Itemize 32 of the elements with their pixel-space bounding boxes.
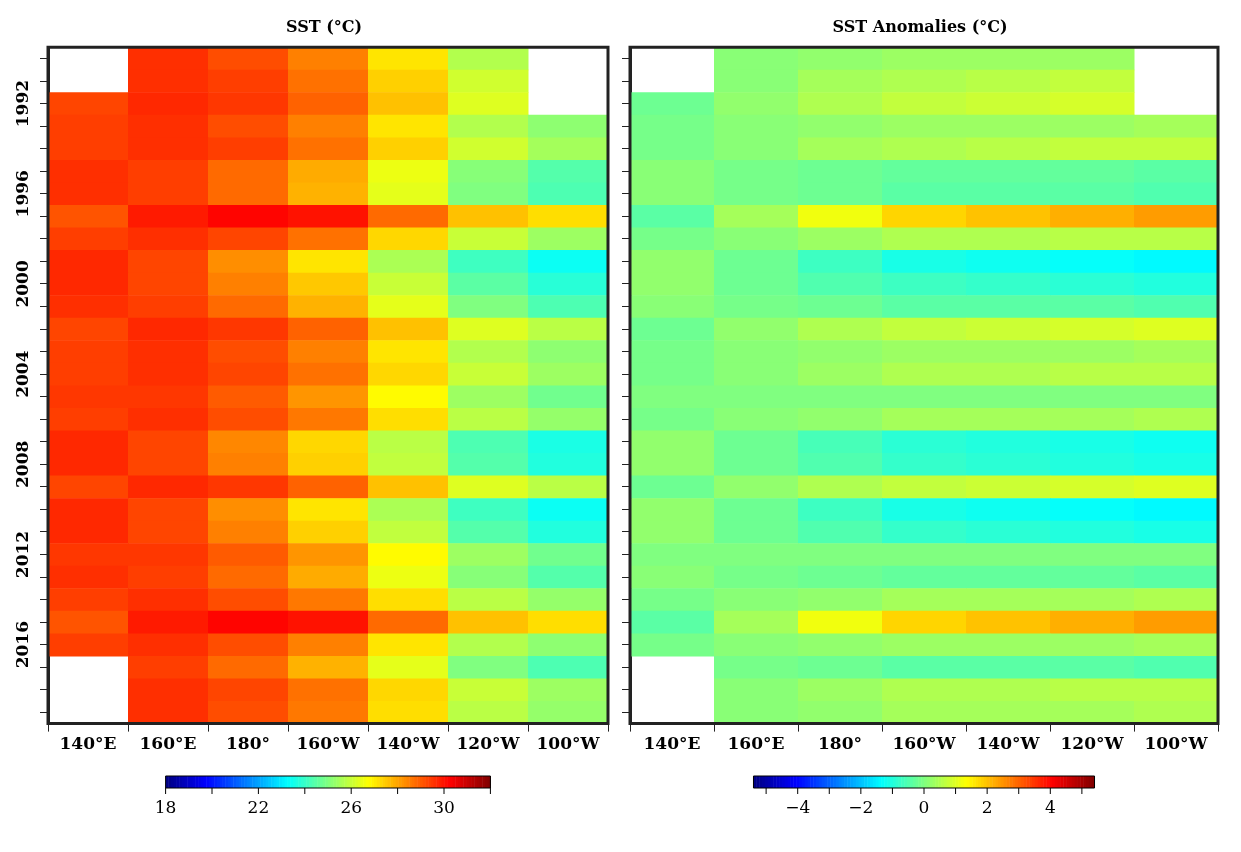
x-tick-label: 140°E [59, 733, 117, 754]
x-tick-label: 120°W [456, 733, 521, 754]
y-tick-label: 1992 [12, 79, 33, 128]
y-tick-label: 1996 [12, 170, 33, 218]
color-bar-label: −2 [848, 796, 874, 817]
color-bar-label: 18 [154, 796, 177, 817]
color-bar-label: −4 [785, 796, 811, 817]
y-tick-label: 2008 [12, 440, 33, 488]
chart-title: SST (°C) [285, 16, 363, 36]
y-tick-label: 2004 [12, 350, 33, 398]
color-bar-label: 22 [247, 796, 270, 817]
y-tick-label: 2000 [12, 260, 33, 308]
x-tick-label: 160°W [892, 733, 957, 754]
x-tick-label: 180° [226, 733, 270, 754]
color-bar-label: 2 [981, 796, 993, 817]
color-bar-label: 0 [918, 796, 930, 817]
x-tick-label: 100°W [1144, 733, 1209, 754]
chart-title: SST Anomalies (°C) [832, 16, 1008, 36]
x-tick-label: 140°W [376, 733, 441, 754]
x-tick-label: 120°W [1060, 733, 1125, 754]
color-bar-label: 30 [433, 796, 455, 817]
x-tick-label: 140°E [643, 733, 701, 754]
color-bar-label: 26 [340, 796, 363, 817]
x-tick-label: 180° [818, 733, 862, 754]
color-bar-label: 4 [1044, 796, 1056, 817]
x-tick-label: 140°W [976, 733, 1041, 754]
y-tick-label: 2012 [12, 530, 33, 579]
y-tick-label: 2016 [12, 621, 33, 669]
x-tick-label: 160°E [139, 733, 197, 754]
x-tick-label: 160°E [727, 733, 785, 754]
x-tick-label: 160°W [296, 733, 361, 754]
x-tick-label: 100°W [536, 733, 601, 754]
